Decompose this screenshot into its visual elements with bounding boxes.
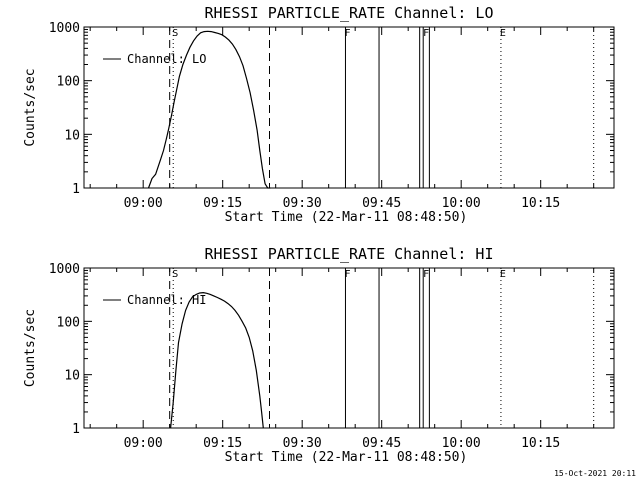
x-axis-label: Start Time (22-Mar-11 08:48:50) [225, 210, 468, 225]
event-marker-label: F [423, 269, 429, 280]
y-tick-label: 10 [64, 128, 80, 143]
event-marker-label: F [344, 28, 350, 39]
y-tick-label: 100 [57, 75, 80, 90]
legend-label: Channel: LO [127, 52, 206, 66]
y-tick-label: 10 [64, 369, 80, 384]
x-tick-label: 09:30 [283, 196, 322, 211]
event-marker-label: S [172, 269, 178, 280]
event-marker-label: F [344, 269, 350, 280]
event-marker-label: S [172, 28, 178, 39]
plot-frame [83, 26, 615, 189]
plot-timestamp: 15-Oct-2021 20:11 [554, 469, 636, 478]
series-line-hi [170, 291, 264, 429]
y-axis-label: Counts/sec [23, 309, 38, 387]
series-line-lo [147, 30, 271, 189]
x-tick-label: 09:00 [124, 196, 163, 211]
x-tick-label: 09:45 [362, 196, 401, 211]
x-tick-label: 09:00 [124, 436, 163, 451]
x-tick-label: 09:15 [203, 196, 242, 211]
x-tick-label: 09:30 [283, 436, 322, 451]
chart-title: RHESSI PARTICLE_RATE Channel: HI [205, 245, 494, 263]
y-tick-label: 1 [72, 182, 80, 197]
legend-label: Channel: HI [127, 293, 206, 307]
event-marker-label: F [423, 28, 429, 39]
x-tick-label: 10:15 [521, 196, 560, 211]
panel-hi: RHESSI PARTICLE_RATE Channel: HI 1 10 100 10… [23, 245, 615, 465]
x-tick-label: 09:45 [362, 436, 401, 451]
y-axis-label: Counts/sec [23, 68, 38, 146]
panel-lo: RHESSI PARTICLE_RATE Channel: LO 1 10 100 10… [23, 4, 615, 225]
chart-title: RHESSI PARTICLE_RATE Channel: LO [205, 4, 494, 22]
x-tick-label: 09:15 [203, 436, 242, 451]
x-tick-label: 10:00 [442, 436, 481, 451]
y-tick-label: 1 [72, 422, 80, 437]
y-tick-label: 1000 [49, 262, 80, 277]
y-tick-label: 1000 [49, 21, 80, 36]
event-marker-label: E [500, 269, 506, 280]
y-tick-label: 100 [57, 315, 80, 330]
plot-frame [83, 267, 615, 429]
x-tick-label: 10:00 [442, 196, 481, 211]
event-marker-label: E [500, 28, 506, 39]
x-tick-label: 10:15 [521, 436, 560, 451]
x-axis-label: Start Time (22-Mar-11 08:48:50) [225, 450, 468, 465]
